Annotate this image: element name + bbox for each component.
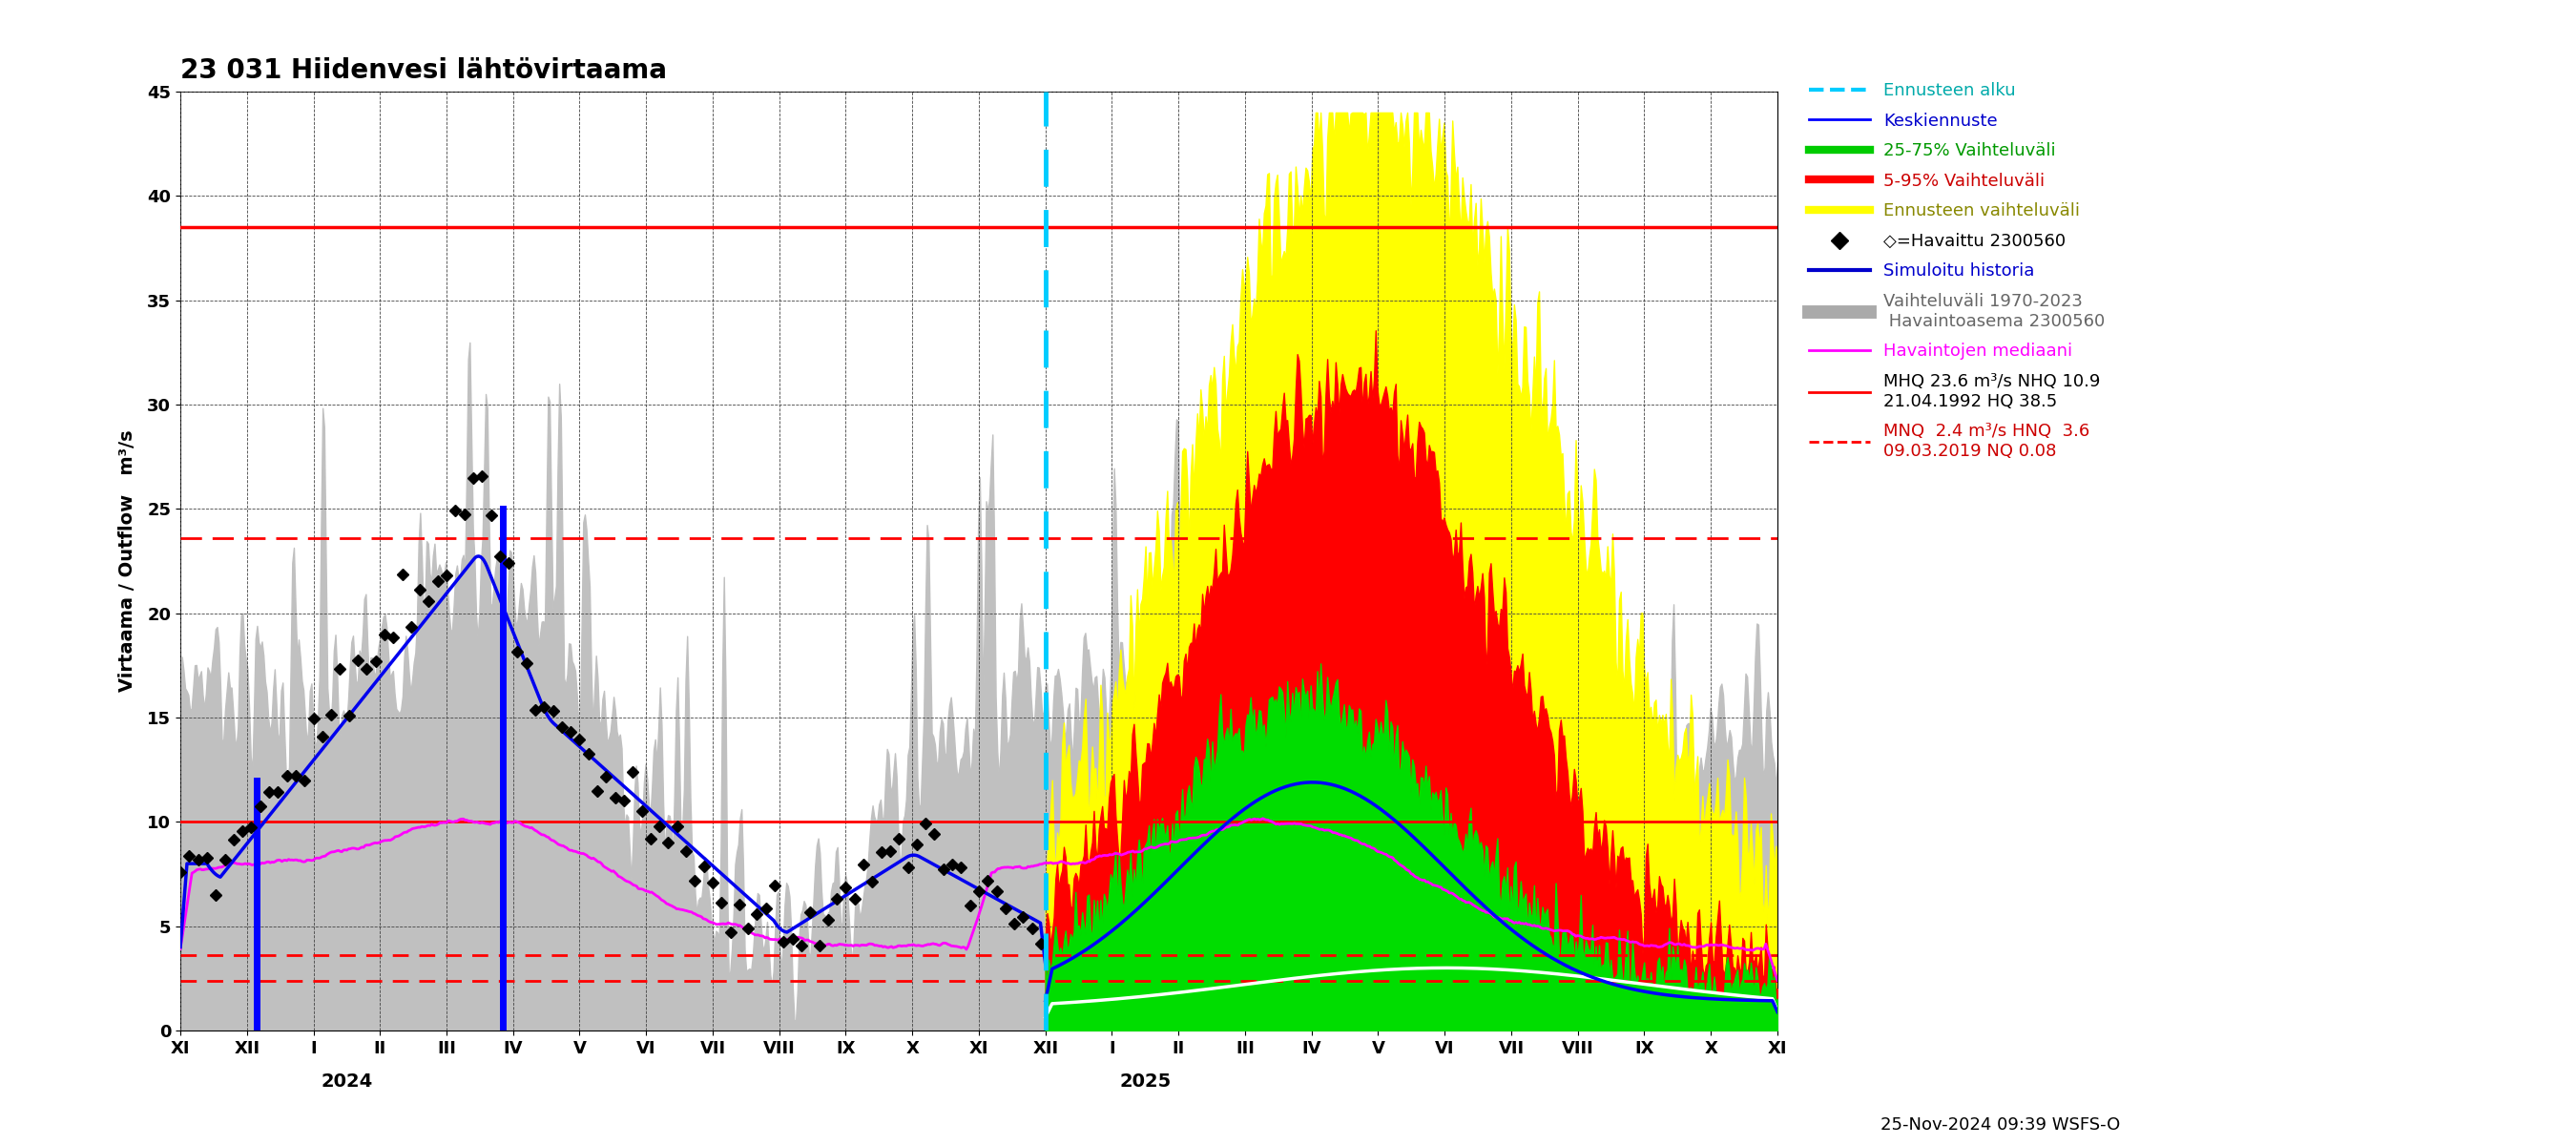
Text: 23 031 Hiidenvesi lähtövirtaama: 23 031 Hiidenvesi lähtövirtaama (180, 57, 667, 84)
Y-axis label: Virtaama / Outflow   m³/s: Virtaama / Outflow m³/s (118, 431, 137, 692)
Text: 2025: 2025 (1121, 1073, 1172, 1091)
Text: 25-Nov-2024 09:39 WSFS-O: 25-Nov-2024 09:39 WSFS-O (1880, 1116, 2120, 1134)
Legend: Ennusteen alku, Keskiennuste, 25-75% Vaihteluväli, 5-95% Vaihteluväli, Ennusteen: Ennusteen alku, Keskiennuste, 25-75% Vai… (1808, 82, 2105, 460)
Text: 2024: 2024 (322, 1073, 374, 1091)
